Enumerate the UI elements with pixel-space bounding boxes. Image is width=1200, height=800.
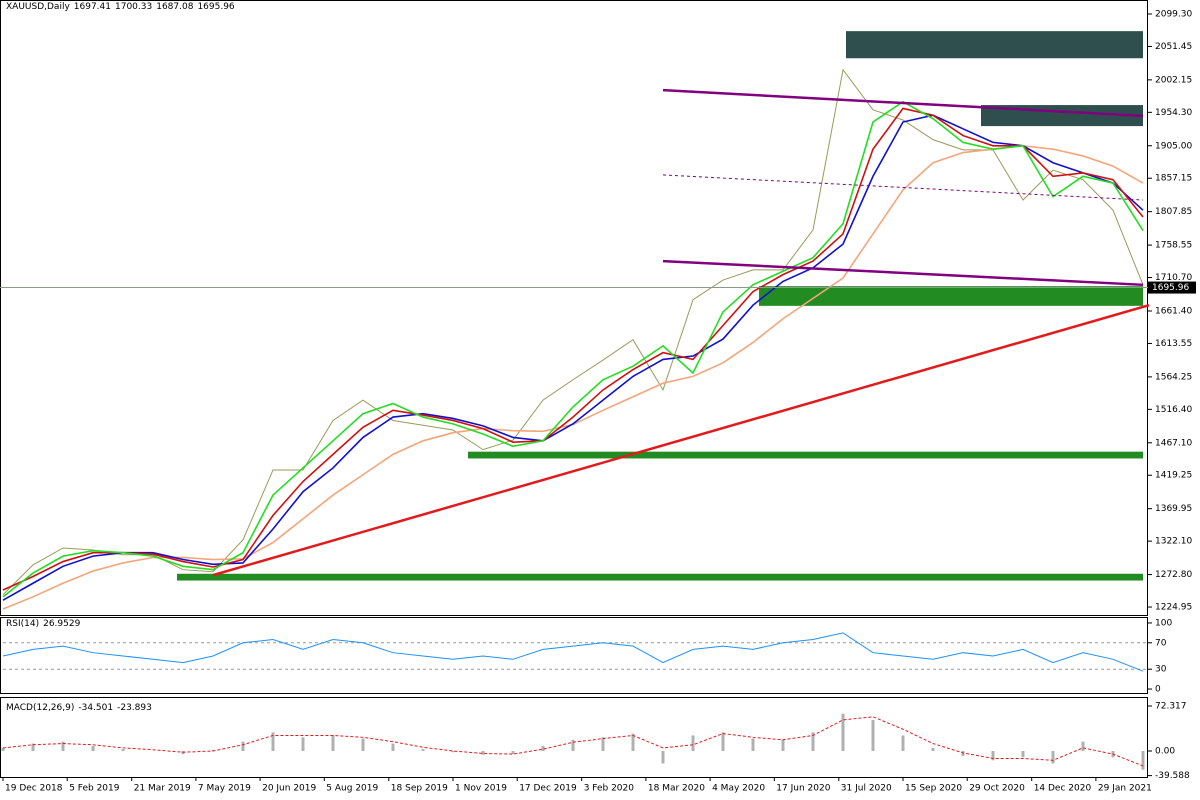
x-tick-label: 15 Sep 2020 [905, 784, 962, 794]
x-tick-label: 18 Mar 2020 [648, 784, 705, 794]
zone [759, 286, 1143, 306]
price-line [2, 68, 1144, 596]
trendline [662, 88, 1144, 118]
moving-average [2, 144, 1144, 610]
signal-line [2, 716, 1144, 767]
trendline [212, 303, 1150, 577]
y-tick-label: 1758.55 [1155, 241, 1192, 251]
x-tick-label: 19 Dec 2018 [5, 784, 63, 794]
low: 1687.08 [156, 2, 194, 12]
y-tick-label: 30 [1155, 665, 1167, 675]
zone [468, 451, 1143, 459]
x-tick-label: 3 Feb 2020 [584, 784, 635, 794]
x-tick-label: 29 Oct 2020 [969, 784, 1025, 794]
y-tick-label: 1807.85 [1155, 207, 1192, 217]
open: 1697.41 [73, 2, 111, 12]
rsi-value: 26.9529 [43, 619, 81, 629]
rsi-title: RSI(14) [6, 619, 40, 629]
y-tick-label: 1419.25 [1155, 471, 1192, 481]
price-frame [0, 0, 1148, 616]
x-tick-label: 7 May 2019 [198, 784, 251, 794]
y-tick-label: 0.00 [1155, 746, 1175, 756]
y-tick-label: 100 [1155, 618, 1172, 628]
y-tick-label: 1322.10 [1155, 537, 1192, 547]
macd-title: MACD(12,26,9) [6, 703, 75, 713]
high: 1700.33 [115, 2, 153, 12]
x-tick-label: 1 Nov 2019 [455, 784, 507, 794]
y-tick-label: 1710.70 [1155, 273, 1192, 283]
x-tick-label: 5 Feb 2019 [69, 784, 120, 794]
x-tick-label: 17 Jun 2020 [776, 784, 830, 794]
y-tick-label: 2051.45 [1155, 42, 1192, 52]
y-tick-label: 2099.30 [1155, 9, 1192, 19]
macd-value: -34.501 [78, 703, 114, 713]
y-tick-label: 1467.10 [1155, 438, 1192, 448]
x-tick-label: 18 Sep 2019 [391, 784, 448, 794]
price-badge-label: 1695.96 [1152, 283, 1189, 293]
y-tick-label: 1613.55 [1155, 339, 1192, 349]
rsi-line [2, 632, 1144, 672]
y-tick-label: 2002.15 [1155, 75, 1192, 85]
y-tick-label: 1857.15 [1155, 174, 1192, 184]
x-tick-label: 21 Mar 2019 [134, 784, 191, 794]
y-tick-label: 70 [1155, 638, 1167, 648]
zone [846, 31, 1143, 59]
macd-signal-value: -23.893 [117, 703, 152, 713]
y-tick-label: 72.317 [1155, 702, 1187, 712]
x-tick-label: 20 Jun 2019 [262, 784, 316, 794]
y-tick-label: 1905.00 [1155, 141, 1192, 151]
symbol: XAUUSD,Daily [6, 2, 70, 12]
x-tick-label: 4 May 2020 [712, 784, 765, 794]
y-tick-label: 1564.25 [1155, 372, 1192, 382]
x-tick-label: 14 Dec 2020 [1034, 784, 1092, 794]
macd-frame [0, 697, 1148, 778]
moving-average [2, 114, 1144, 601]
price-badge [1148, 281, 1196, 294]
moving-average [2, 100, 1144, 598]
y-tick-label: -39.588 [1155, 771, 1190, 781]
macd-header: MACD(12,26,9) -34.501 -23.893 [6, 703, 156, 713]
zone [177, 573, 1143, 581]
trendline [662, 174, 1144, 201]
price-header: XAUUSD,Daily 1697.41 1700.33 1687.08 1695.96 [6, 2, 239, 12]
moving-average [2, 107, 1144, 591]
y-tick-label: 1369.95 [1155, 504, 1192, 514]
y-tick-label: 0 [1155, 685, 1161, 695]
rsi-header: RSI(14) 26.9529 [6, 619, 84, 629]
close: 1695.96 [197, 2, 235, 12]
x-tick-label: 29 Jan 2021 [1098, 784, 1152, 794]
y-tick-label: 1516.40 [1155, 405, 1192, 415]
x-tick-label: 5 Aug 2019 [326, 784, 378, 794]
x-tick-label: 17 Dec 2019 [519, 784, 577, 794]
x-tick-label: 31 Jul 2020 [841, 784, 892, 794]
y-tick-label: 1272.80 [1155, 570, 1192, 580]
rsi-frame [0, 617, 1148, 694]
y-tick-label: 1661.40 [1155, 306, 1192, 316]
y-tick-label: 1224.95 [1155, 603, 1192, 613]
trendline [662, 259, 1144, 287]
y-tick-label: 1954.30 [1155, 108, 1192, 118]
